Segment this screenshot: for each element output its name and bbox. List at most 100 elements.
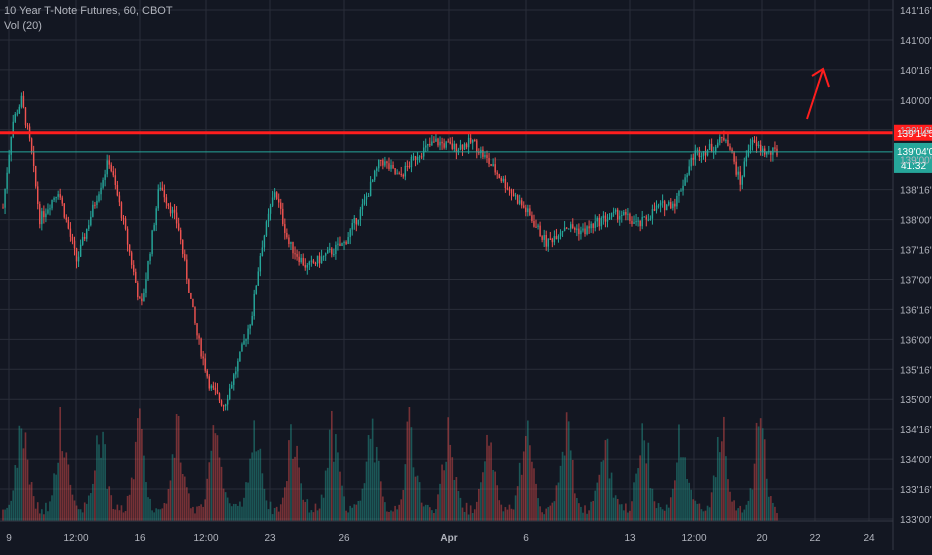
volume-bar bbox=[392, 511, 394, 521]
volume-bar bbox=[618, 504, 621, 521]
candle-body bbox=[451, 143, 453, 149]
candle-body bbox=[533, 221, 535, 227]
candle-body bbox=[682, 185, 684, 191]
candle-body bbox=[447, 141, 449, 143]
candle-body bbox=[104, 174, 106, 180]
candle-body bbox=[341, 243, 343, 247]
volume-bar bbox=[488, 445, 490, 521]
candle-body bbox=[541, 236, 543, 240]
volume-bar bbox=[716, 436, 719, 521]
volume-label: Vol (20) bbox=[4, 20, 42, 32]
volume-bar bbox=[98, 444, 100, 521]
candle-body bbox=[431, 141, 433, 146]
volume-bar bbox=[443, 470, 445, 521]
candle-body bbox=[378, 159, 380, 169]
candle-body bbox=[659, 202, 662, 206]
candle-body bbox=[376, 168, 378, 171]
candle-body bbox=[298, 256, 300, 263]
countdown-label: 41:32 bbox=[901, 161, 926, 172]
candle-body bbox=[63, 203, 65, 218]
y-tick-label: 136'16'0 bbox=[900, 305, 932, 316]
candle-body bbox=[492, 164, 494, 166]
volume-bar bbox=[102, 431, 104, 521]
volume-bar bbox=[286, 481, 288, 521]
volume-bar bbox=[263, 488, 266, 521]
candle-body bbox=[406, 165, 409, 167]
candle-body bbox=[692, 157, 694, 160]
volume-bar bbox=[702, 511, 705, 521]
volume-bar bbox=[743, 509, 746, 521]
candle-body bbox=[231, 384, 233, 389]
volume-bar bbox=[457, 491, 460, 521]
candle-body bbox=[304, 265, 306, 268]
volume-bar bbox=[584, 505, 586, 521]
candle-body bbox=[457, 149, 460, 153]
volume-bar bbox=[277, 511, 280, 521]
volume-bar bbox=[235, 503, 237, 521]
candle-body bbox=[339, 243, 341, 247]
candle-body bbox=[739, 171, 741, 185]
volume-bar bbox=[545, 508, 548, 521]
candle-body bbox=[641, 216, 643, 227]
candle-body bbox=[388, 163, 390, 169]
candle-body bbox=[147, 260, 149, 280]
candle-body bbox=[627, 213, 629, 215]
candle-body bbox=[500, 178, 503, 182]
volume-bar bbox=[643, 440, 646, 521]
candle-body bbox=[153, 225, 155, 231]
candle-body bbox=[594, 221, 596, 228]
volume-bar bbox=[373, 462, 376, 521]
candle-body bbox=[239, 351, 241, 362]
candle-body bbox=[535, 226, 537, 228]
volume-bar bbox=[237, 505, 239, 521]
volume-bar bbox=[569, 450, 572, 521]
volume-bar bbox=[682, 457, 684, 521]
candle-body bbox=[688, 166, 690, 175]
volume-bar bbox=[316, 510, 319, 521]
candle-body bbox=[476, 140, 478, 152]
candle-body bbox=[139, 297, 141, 299]
volume-bar bbox=[602, 460, 605, 521]
candle-body bbox=[574, 227, 576, 230]
candle-body bbox=[265, 221, 268, 236]
candle-body bbox=[384, 161, 386, 166]
volume-bar bbox=[475, 501, 478, 521]
volume-bar bbox=[612, 497, 615, 521]
candle-body bbox=[598, 217, 601, 227]
volume-bar bbox=[183, 476, 186, 521]
candle-body bbox=[600, 218, 603, 227]
candle-body bbox=[488, 158, 490, 165]
candle-body bbox=[302, 257, 304, 266]
candle-body bbox=[57, 194, 59, 197]
volume-bar bbox=[561, 451, 564, 521]
volume-bar bbox=[494, 471, 496, 521]
candle-body bbox=[731, 149, 733, 153]
volume-bar bbox=[341, 485, 343, 521]
candle-body bbox=[355, 218, 358, 225]
candle-body bbox=[79, 244, 82, 257]
candle-body bbox=[545, 234, 547, 247]
y-tick-label: 134'16'0 bbox=[900, 425, 932, 436]
candle-body bbox=[59, 194, 61, 198]
volume-bar bbox=[73, 500, 76, 521]
candle-body bbox=[386, 161, 388, 164]
candle-body bbox=[561, 230, 564, 233]
volume-bar bbox=[424, 504, 427, 521]
volume-bar bbox=[647, 442, 650, 521]
volume-bar bbox=[259, 448, 262, 521]
candle-body bbox=[296, 254, 298, 257]
candle-body bbox=[612, 211, 615, 213]
candle-body bbox=[590, 223, 592, 229]
candle-body bbox=[467, 137, 470, 148]
candle-body bbox=[663, 201, 666, 211]
volume-bar bbox=[22, 448, 25, 521]
volume-bar bbox=[8, 504, 10, 521]
candle-body bbox=[753, 139, 756, 143]
candle-body bbox=[345, 241, 347, 244]
volume-bar bbox=[614, 495, 617, 521]
candle-body bbox=[343, 241, 345, 244]
candle-body bbox=[649, 218, 652, 220]
candle-body bbox=[706, 149, 709, 156]
